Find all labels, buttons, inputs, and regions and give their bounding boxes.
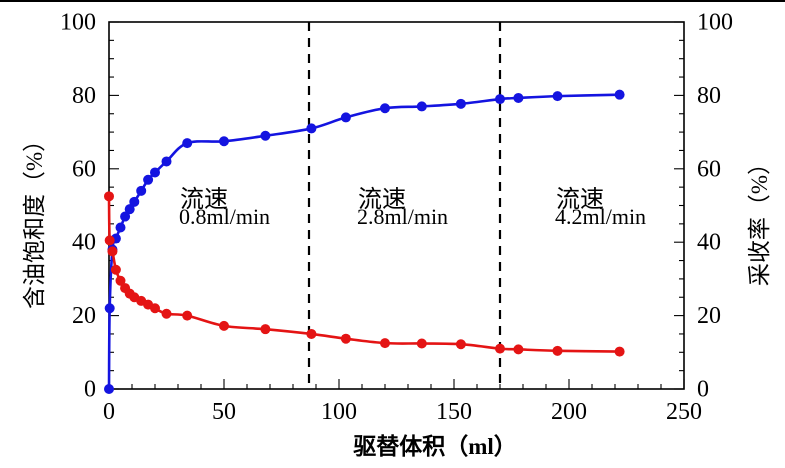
svg-text:100: 100	[321, 399, 357, 425]
svg-text:60: 60	[697, 156, 721, 182]
svg-text:80: 80	[72, 83, 96, 109]
svg-text:200: 200	[551, 399, 587, 425]
svg-text:40: 40	[697, 230, 721, 256]
svg-text:80: 80	[697, 83, 721, 109]
svg-text:60: 60	[72, 156, 96, 182]
svg-text:50: 50	[212, 399, 236, 425]
svg-text:20: 20	[72, 303, 96, 329]
svg-text:0: 0	[103, 399, 115, 425]
svg-text:100: 100	[60, 10, 96, 36]
svg-text:100: 100	[697, 10, 733, 36]
svg-text:0: 0	[84, 377, 96, 403]
svg-text:40: 40	[72, 230, 96, 256]
svg-text:20: 20	[697, 303, 721, 329]
svg-text:250: 250	[666, 399, 702, 425]
svg-text:150: 150	[436, 399, 472, 425]
svg-text:0: 0	[697, 377, 709, 403]
